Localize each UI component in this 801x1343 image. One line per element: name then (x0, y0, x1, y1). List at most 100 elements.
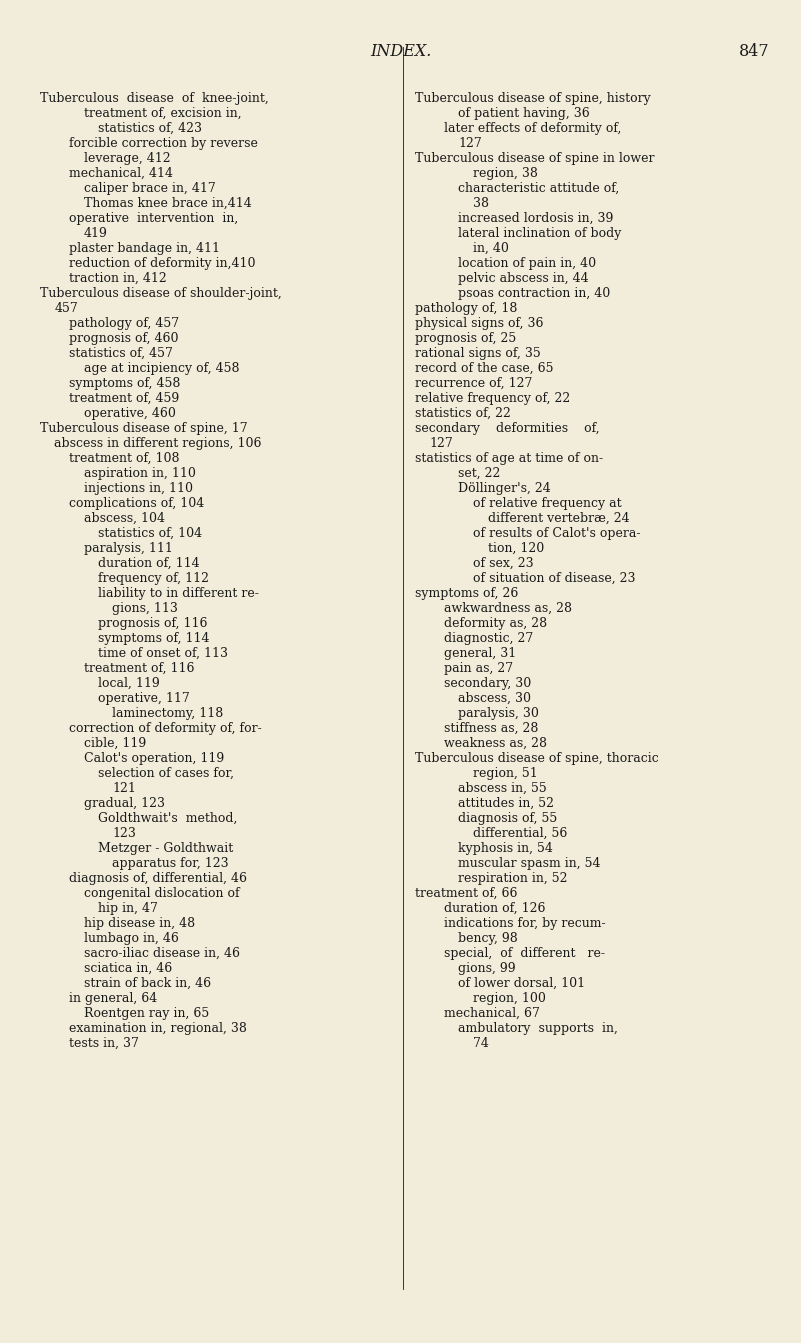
Text: record of the case, 65: record of the case, 65 (415, 363, 553, 375)
Text: relative frequency of, 22: relative frequency of, 22 (415, 392, 570, 406)
Text: paralysis, 111: paralysis, 111 (83, 543, 172, 555)
Text: Döllinger's, 24: Döllinger's, 24 (458, 482, 551, 496)
Text: Goldthwait's  method,: Goldthwait's method, (98, 813, 237, 825)
Text: 127: 127 (458, 137, 482, 150)
Text: of relative frequency at: of relative frequency at (473, 497, 622, 510)
Text: symptoms of, 114: symptoms of, 114 (98, 633, 210, 645)
Text: stiffness as, 28: stiffness as, 28 (444, 723, 538, 735)
Text: statistics of, 22: statistics of, 22 (415, 407, 511, 420)
Text: gions, 99: gions, 99 (458, 962, 516, 975)
Text: 121: 121 (112, 782, 136, 795)
Text: INDEX.: INDEX. (370, 43, 432, 60)
Text: statistics of, 457: statistics of, 457 (69, 346, 173, 360)
Text: increased lordosis in, 39: increased lordosis in, 39 (458, 212, 614, 226)
Text: differential, 56: differential, 56 (473, 827, 567, 839)
Text: local, 119: local, 119 (98, 677, 159, 690)
Text: kyphosis in, 54: kyphosis in, 54 (458, 842, 553, 855)
Text: different vertebræ, 24: different vertebræ, 24 (488, 512, 629, 525)
Text: lumbago in, 46: lumbago in, 46 (83, 932, 179, 945)
Text: characteristic attitude of,: characteristic attitude of, (458, 183, 620, 195)
Text: attitudes in, 52: attitudes in, 52 (458, 796, 554, 810)
Text: in, 40: in, 40 (473, 242, 509, 255)
Text: injections in, 110: injections in, 110 (83, 482, 192, 496)
Text: aspiration in, 110: aspiration in, 110 (83, 467, 195, 479)
Text: pain as, 27: pain as, 27 (444, 662, 513, 676)
Text: ambulatory  supports  in,: ambulatory supports in, (458, 1022, 618, 1035)
Text: indications for, by recum-: indications for, by recum- (444, 917, 606, 929)
Text: hip in, 47: hip in, 47 (98, 902, 158, 915)
Text: of patient having, 36: of patient having, 36 (458, 107, 590, 120)
Text: Tuberculous disease of spine, history: Tuberculous disease of spine, history (415, 93, 650, 105)
Text: secondary, 30: secondary, 30 (444, 677, 531, 690)
Text: operative, 460: operative, 460 (83, 407, 175, 420)
Text: 419: 419 (83, 227, 107, 240)
Text: operative  intervention  in,: operative intervention in, (69, 212, 238, 226)
Text: Tuberculous disease of shoulder-joint,: Tuberculous disease of shoulder-joint, (40, 287, 282, 299)
Text: of lower dorsal, 101: of lower dorsal, 101 (458, 976, 586, 990)
Text: paralysis, 30: paralysis, 30 (458, 706, 539, 720)
Text: Tuberculous disease of spine in lower: Tuberculous disease of spine in lower (415, 152, 654, 165)
Text: in general, 64: in general, 64 (69, 992, 157, 1005)
Text: duration of, 114: duration of, 114 (98, 557, 199, 569)
Text: prognosis of, 460: prognosis of, 460 (69, 332, 179, 345)
Text: hip disease in, 48: hip disease in, 48 (83, 917, 195, 929)
Text: later effects of deformity of,: later effects of deformity of, (444, 122, 622, 136)
Text: statistics of age at time of on-: statistics of age at time of on- (415, 453, 603, 465)
Text: recurrence of, 127: recurrence of, 127 (415, 377, 533, 389)
Text: examination in, regional, 38: examination in, regional, 38 (69, 1022, 247, 1035)
Text: lateral inclination of body: lateral inclination of body (458, 227, 622, 240)
Text: awkwardness as, 28: awkwardness as, 28 (444, 602, 572, 615)
Text: region, 38: region, 38 (473, 167, 538, 180)
Text: age at incipiency of, 458: age at incipiency of, 458 (83, 363, 239, 375)
Text: muscular spasm in, 54: muscular spasm in, 54 (458, 857, 601, 870)
Text: pathology of, 18: pathology of, 18 (415, 302, 517, 316)
Text: prognosis of, 25: prognosis of, 25 (415, 332, 517, 345)
Text: respiration in, 52: respiration in, 52 (458, 872, 568, 885)
Text: psoas contraction in, 40: psoas contraction in, 40 (458, 287, 610, 299)
Text: secondary    deformities    of,: secondary deformities of, (415, 422, 600, 435)
Text: of results of Calot's opera-: of results of Calot's opera- (473, 526, 641, 540)
Text: operative, 117: operative, 117 (98, 692, 190, 705)
Text: region, 100: region, 100 (473, 992, 545, 1005)
Text: 123: 123 (112, 827, 136, 839)
Text: Tuberculous disease of spine, 17: Tuberculous disease of spine, 17 (40, 422, 248, 435)
Text: symptoms of, 458: symptoms of, 458 (69, 377, 180, 389)
Text: 38: 38 (473, 197, 489, 210)
Text: bency, 98: bency, 98 (458, 932, 518, 945)
Text: leverage, 412: leverage, 412 (83, 152, 170, 165)
Text: tests in, 37: tests in, 37 (69, 1037, 139, 1050)
Text: abscess, 30: abscess, 30 (458, 692, 532, 705)
Text: prognosis of, 116: prognosis of, 116 (98, 616, 207, 630)
Text: apparatus for, 123: apparatus for, 123 (112, 857, 229, 870)
Text: physical signs of, 36: physical signs of, 36 (415, 317, 544, 330)
Text: statistics of, 104: statistics of, 104 (98, 526, 202, 540)
Text: diagnosis of, differential, 46: diagnosis of, differential, 46 (69, 872, 247, 885)
Text: cible, 119: cible, 119 (83, 737, 146, 749)
Text: tion, 120: tion, 120 (488, 543, 544, 555)
Text: set, 22: set, 22 (458, 467, 501, 479)
Text: Metzger - Goldthwait: Metzger - Goldthwait (98, 842, 233, 855)
Text: reduction of deformity in,410: reduction of deformity in,410 (69, 257, 256, 270)
Text: weakness as, 28: weakness as, 28 (444, 737, 547, 749)
Text: treatment of, 108: treatment of, 108 (69, 453, 179, 465)
Text: location of pain in, 40: location of pain in, 40 (458, 257, 597, 270)
Text: treatment of, 66: treatment of, 66 (415, 886, 517, 900)
Text: rational signs of, 35: rational signs of, 35 (415, 346, 541, 360)
Text: laminectomy, 118: laminectomy, 118 (112, 706, 223, 720)
Text: correction of deformity of, for-: correction of deformity of, for- (69, 723, 262, 735)
Text: statistics of, 423: statistics of, 423 (98, 122, 202, 136)
Text: mechanical, 414: mechanical, 414 (69, 167, 173, 180)
Text: Tuberculous disease of spine, thoracic: Tuberculous disease of spine, thoracic (415, 752, 658, 766)
Text: Tuberculous  disease  of  knee-joint,: Tuberculous disease of knee-joint, (40, 93, 269, 105)
Text: diagnostic, 27: diagnostic, 27 (444, 633, 533, 645)
Text: symptoms of, 26: symptoms of, 26 (415, 587, 518, 600)
Text: Thomas knee brace in,414: Thomas knee brace in,414 (83, 197, 252, 210)
Text: selection of cases for,: selection of cases for, (98, 767, 234, 780)
Text: abscess in different regions, 106: abscess in different regions, 106 (54, 436, 262, 450)
Text: gions, 113: gions, 113 (112, 602, 179, 615)
Text: of situation of disease, 23: of situation of disease, 23 (473, 572, 635, 586)
Text: general, 31: general, 31 (444, 647, 517, 659)
Text: 457: 457 (54, 302, 78, 316)
Text: 74: 74 (473, 1037, 489, 1050)
Text: plaster bandage in, 411: plaster bandage in, 411 (69, 242, 220, 255)
